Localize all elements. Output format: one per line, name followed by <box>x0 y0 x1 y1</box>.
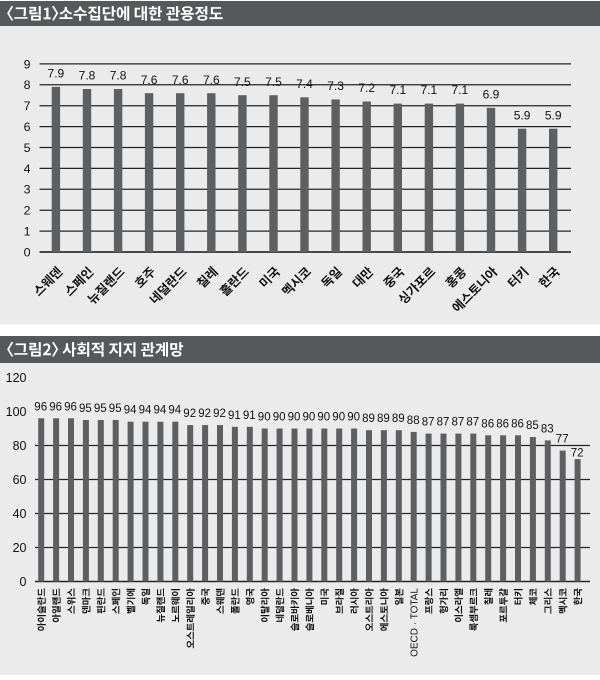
svg-text:72: 72 <box>571 448 584 460</box>
svg-text:83: 83 <box>541 423 554 435</box>
svg-text:7.1: 7.1 <box>452 83 469 97</box>
svg-text:86: 86 <box>481 418 494 430</box>
svg-text:90: 90 <box>317 412 330 424</box>
svg-text:90: 90 <box>332 412 345 424</box>
svg-text:77: 77 <box>556 434 569 446</box>
svg-text:7.1: 7.1 <box>389 83 406 97</box>
svg-text:95: 95 <box>79 403 92 415</box>
svg-text:94: 94 <box>168 405 181 417</box>
svg-text:7.4: 7.4 <box>296 77 313 91</box>
svg-text:90: 90 <box>347 412 360 424</box>
svg-text:0: 0 <box>20 575 27 589</box>
svg-text:7.3: 7.3 <box>327 79 344 93</box>
svg-text:94: 94 <box>124 405 137 417</box>
svg-text:7.6: 7.6 <box>141 73 158 87</box>
svg-text:96: 96 <box>49 401 62 413</box>
svg-text:95: 95 <box>109 403 122 415</box>
svg-text:92: 92 <box>183 408 196 420</box>
svg-text:7.6: 7.6 <box>172 73 189 87</box>
svg-text:80: 80 <box>13 439 27 453</box>
svg-text:96: 96 <box>64 401 77 413</box>
svg-text:7.2: 7.2 <box>358 81 375 95</box>
svg-text:96: 96 <box>34 401 47 413</box>
svg-text:4: 4 <box>24 162 31 176</box>
svg-text:91: 91 <box>228 410 241 422</box>
svg-text:7.6: 7.6 <box>203 73 220 87</box>
svg-text:2: 2 <box>24 204 31 218</box>
svg-text:87: 87 <box>452 417 465 429</box>
svg-text:88: 88 <box>407 415 420 427</box>
svg-text:87: 87 <box>422 417 435 429</box>
svg-text:92: 92 <box>198 408 211 420</box>
svg-text:92: 92 <box>213 408 226 420</box>
svg-text:7.1: 7.1 <box>421 83 438 97</box>
svg-text:87: 87 <box>466 417 479 429</box>
svg-text:89: 89 <box>377 413 390 425</box>
svg-text:1: 1 <box>24 225 31 239</box>
svg-text:8: 8 <box>24 78 31 92</box>
svg-text:85: 85 <box>526 420 539 432</box>
svg-text:90: 90 <box>288 412 301 424</box>
svg-text:9: 9 <box>24 57 31 71</box>
svg-text:7.8: 7.8 <box>79 69 96 83</box>
svg-text:89: 89 <box>362 413 375 425</box>
svg-text:90: 90 <box>258 412 271 424</box>
svg-text:40: 40 <box>13 507 27 521</box>
svg-text:7.9: 7.9 <box>48 67 65 81</box>
svg-text:OECD · TOTAL: OECD · TOTAL <box>410 588 421 657</box>
svg-text:5.9: 5.9 <box>545 108 562 122</box>
svg-text:86: 86 <box>496 418 509 430</box>
svg-text:6: 6 <box>24 120 31 134</box>
svg-text:87: 87 <box>437 417 450 429</box>
svg-text:91: 91 <box>243 410 256 422</box>
svg-text:60: 60 <box>13 473 27 487</box>
svg-text:20: 20 <box>13 541 27 555</box>
svg-text:5: 5 <box>24 141 31 155</box>
svg-text:100: 100 <box>6 405 27 419</box>
svg-text:90: 90 <box>303 412 316 424</box>
svg-text:90: 90 <box>273 412 286 424</box>
svg-text:7.8: 7.8 <box>110 69 127 83</box>
svg-text:5.9: 5.9 <box>514 108 531 122</box>
svg-text:7.5: 7.5 <box>234 75 251 89</box>
svg-text:7: 7 <box>24 99 31 113</box>
svg-text:6.9: 6.9 <box>483 87 500 101</box>
svg-text:120: 120 <box>6 371 27 385</box>
svg-text:94: 94 <box>154 405 167 417</box>
svg-text:3: 3 <box>24 183 31 197</box>
svg-text:86: 86 <box>511 418 524 430</box>
svg-text:0: 0 <box>24 245 31 259</box>
svg-text:7.5: 7.5 <box>265 75 282 89</box>
svg-text:94: 94 <box>139 405 152 417</box>
svg-text:95: 95 <box>94 403 107 415</box>
svg-text:89: 89 <box>392 413 405 425</box>
